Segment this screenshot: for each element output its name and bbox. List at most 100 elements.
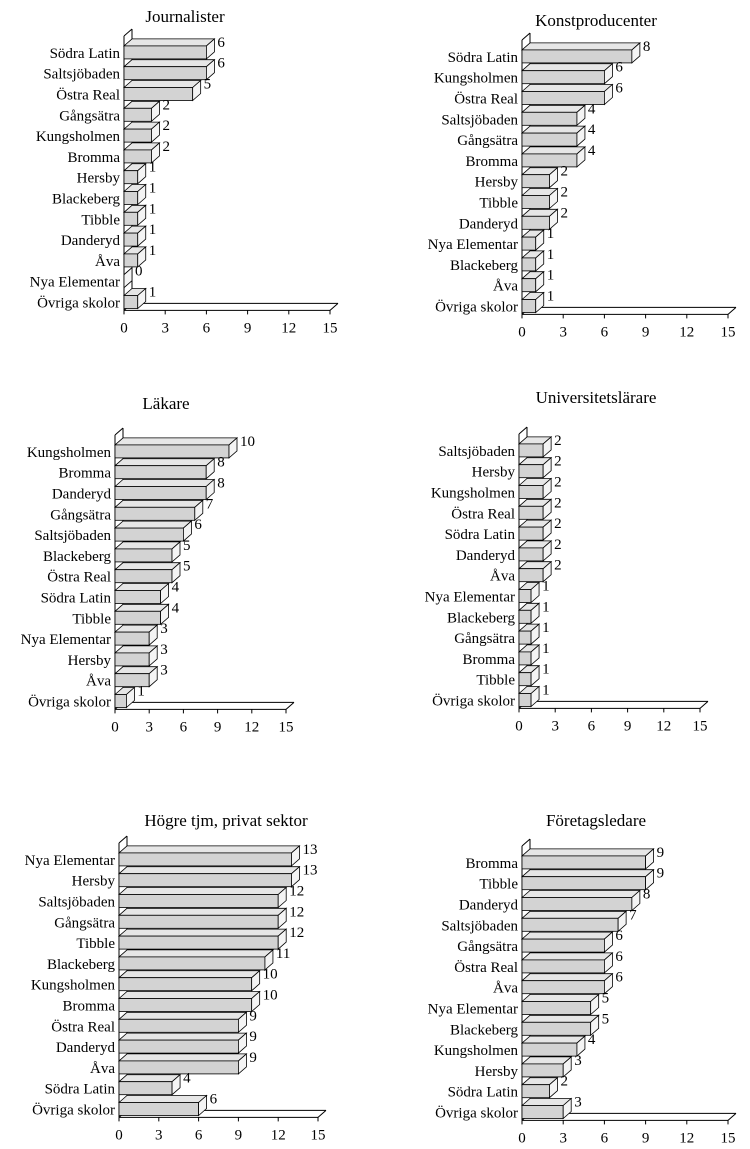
bar: Hersby 3 xyxy=(475,1053,582,1080)
category-label: Södra Latin xyxy=(445,527,516,543)
bar: Nya Elementar 0 xyxy=(30,264,143,291)
bar: Östra Real 9 xyxy=(51,1008,257,1035)
bar-end-face xyxy=(277,907,287,930)
bar-front-face xyxy=(114,694,127,708)
bar: Hersby 1 xyxy=(77,160,157,187)
category-label: Blackeberg xyxy=(450,1022,519,1038)
category-label: Hersby xyxy=(77,171,121,187)
value-label: 13 xyxy=(302,863,317,879)
category-label: Kungsholmen xyxy=(434,71,519,87)
floor-edge xyxy=(727,307,737,315)
bar-end-face xyxy=(237,1032,247,1054)
value-label: 12 xyxy=(289,925,304,941)
bar-end-face xyxy=(604,62,613,85)
bar-end-face xyxy=(576,125,586,147)
value-label: 6 xyxy=(194,517,202,533)
bar-top-face xyxy=(520,1035,586,1044)
category-label: Bromma xyxy=(68,150,121,166)
value-label: 8 xyxy=(643,39,651,55)
x-tick-label: 0 xyxy=(518,324,526,340)
value-label: 6 xyxy=(217,35,225,51)
bar-front-face xyxy=(118,894,279,908)
bar-front-face xyxy=(518,651,532,666)
bar: Kungsholmen 2 xyxy=(431,475,562,502)
bar-end-face xyxy=(291,845,300,867)
bar-front-face xyxy=(123,66,207,81)
bar-top-face xyxy=(122,59,216,68)
x-tick-label: 15 xyxy=(721,324,736,340)
value-label: 1 xyxy=(547,226,555,242)
bar: Gångsätra 1 xyxy=(454,620,549,647)
bar-top-face xyxy=(113,583,170,591)
category-label: Kungsholmen xyxy=(36,129,121,145)
x-tick-label: 6 xyxy=(588,718,596,734)
bar-end-face xyxy=(264,949,274,971)
bar-front-face xyxy=(521,1001,592,1015)
bar-top-face xyxy=(520,910,628,919)
bar: Saltsjöbaden 12 xyxy=(38,884,304,911)
bar-front-face xyxy=(521,153,578,168)
bar-end-face xyxy=(542,477,552,500)
wall-edge xyxy=(521,838,531,847)
bar-front-face xyxy=(123,191,139,205)
bar-front-face xyxy=(521,257,537,272)
bar-front-face xyxy=(521,111,578,126)
chart-panel: Högre tjm, privat sektor 0 3 6 9 12 15 Nya Elem… xyxy=(25,811,327,1143)
category-label: Åva xyxy=(490,569,515,585)
value-label: 5 xyxy=(204,77,212,93)
bar-front-face xyxy=(118,956,266,971)
bar-end-face xyxy=(542,540,552,562)
bar-front-face xyxy=(518,526,544,541)
bar-front-face xyxy=(114,465,207,480)
bar-end-face xyxy=(228,437,238,459)
floor-edge xyxy=(699,701,709,709)
bar: Södra Latin 4 xyxy=(41,580,180,607)
category-label: Hersby xyxy=(475,1064,519,1080)
value-label: 4 xyxy=(183,1071,191,1087)
bar-end-face xyxy=(542,519,552,541)
value-label: 2 xyxy=(162,118,170,134)
category-label: Åva xyxy=(86,674,111,690)
bar: Kungsholmen 10 xyxy=(31,967,278,994)
category-label: Hersby xyxy=(472,465,516,481)
value-label: 2 xyxy=(162,97,170,113)
x-tick-label: 15 xyxy=(693,718,708,734)
x-tick-label: 12 xyxy=(244,719,259,735)
bar: Saltsjöbaden 7 xyxy=(441,907,637,934)
bar: Gångsätra 12 xyxy=(54,904,304,931)
bar-front-face xyxy=(518,630,532,645)
bar-front-face xyxy=(118,914,279,929)
bar-front-face xyxy=(114,569,173,584)
bar-top-face xyxy=(113,479,216,487)
value-label: 9 xyxy=(657,845,665,861)
category-label: Bromma xyxy=(63,999,116,1015)
value-label: 3 xyxy=(160,642,168,658)
value-label: 3 xyxy=(160,663,168,679)
value-label: 2 xyxy=(162,139,170,155)
category-label: Södra Latin xyxy=(45,1082,116,1098)
bar-front-face xyxy=(521,980,605,995)
value-label: 10 xyxy=(240,434,255,450)
bar: Åva 1 xyxy=(95,243,156,270)
value-label: 3 xyxy=(574,1053,582,1069)
bar-end-face xyxy=(151,142,160,164)
category-label: Åva xyxy=(493,981,518,997)
value-label: 1 xyxy=(149,285,157,301)
bar-end-face xyxy=(205,457,215,480)
value-label: 12 xyxy=(289,884,304,900)
bar-end-face xyxy=(291,865,300,888)
x-tick-label: 9 xyxy=(642,1130,650,1144)
bar-front-face xyxy=(123,149,152,164)
bar: Övriga skolor 1 xyxy=(432,683,549,710)
wall-edge xyxy=(123,28,133,37)
x-tick-label: 12 xyxy=(271,1127,286,1143)
bar-end-face xyxy=(237,1011,247,1034)
bar: Tibble 1 xyxy=(81,201,156,228)
category-label: Blackeberg xyxy=(47,957,116,973)
bar: Åva 1 xyxy=(493,268,554,295)
bar: Åva 6 xyxy=(493,970,623,997)
value-label: 3 xyxy=(574,1095,582,1111)
bar: Nya Elementar 1 xyxy=(425,579,550,606)
